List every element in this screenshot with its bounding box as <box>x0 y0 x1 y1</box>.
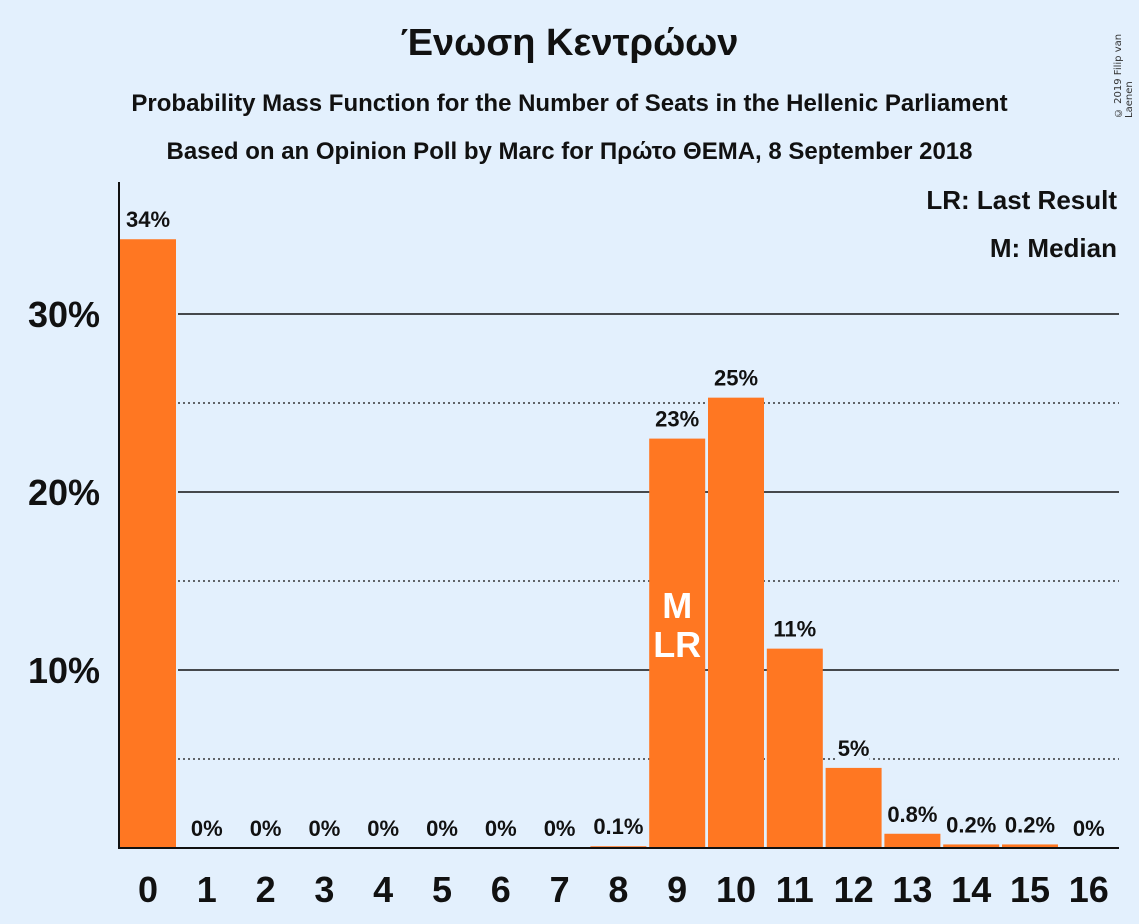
label-backdrop <box>1072 814 1105 842</box>
label-backdrop <box>426 814 458 842</box>
bar-seat-14 <box>943 844 1000 848</box>
label-backdrop <box>943 810 1000 839</box>
data-label: 0% <box>191 816 223 841</box>
data-label: 0.1% <box>593 814 643 839</box>
data-label: 0% <box>367 816 399 841</box>
x-tick-label: 1 <box>197 869 217 910</box>
chart-subtitle-source: Based on an Opinion Poll by Marc for Πρώ… <box>166 138 973 165</box>
bar-seat-13 <box>884 833 941 848</box>
data-label: 0.2% <box>946 812 996 837</box>
label-backdrop <box>308 814 341 842</box>
y-tick-label: 10% <box>28 650 100 691</box>
data-label: 25% <box>714 366 758 391</box>
label-backdrop <box>484 814 517 842</box>
x-tick-label: 16 <box>1069 869 1109 910</box>
bar-seat-11 <box>766 648 823 848</box>
label-backdrop <box>837 733 870 762</box>
label-backdrop <box>714 363 758 392</box>
data-label: 0.8% <box>887 802 937 827</box>
label-backdrop <box>367 814 400 842</box>
label-backdrop <box>772 614 817 643</box>
label-backdrop <box>190 814 223 842</box>
x-tick-label: 10 <box>716 869 756 910</box>
x-tick-label: 3 <box>314 869 334 910</box>
x-tick-label: 7 <box>550 869 570 910</box>
x-tick-label: 11 <box>776 869 814 910</box>
x-tick-label: 6 <box>491 869 511 910</box>
label-backdrop <box>1002 810 1058 839</box>
label-backdrop <box>543 814 576 842</box>
data-label: 0% <box>250 816 282 841</box>
x-tick-label: 9 <box>667 869 687 910</box>
data-label: 11% <box>773 617 816 642</box>
x-tick-label: 2 <box>256 869 276 910</box>
label-backdrop <box>126 205 170 234</box>
data-label: 5% <box>838 736 870 761</box>
axes: 10%20%30%0 1 2 3 4 5 6 7 8 9 10 11 12 13 14 15 16 <box>28 182 1119 910</box>
y-tick-label: 30% <box>28 294 100 335</box>
data-label: 0.2% <box>1005 812 1055 837</box>
data-label: 0% <box>1073 816 1105 841</box>
x-tick-label: 15 <box>1010 869 1050 910</box>
chart-title: Ένωση Κεντρώων <box>400 22 739 64</box>
x-tick-label: 5 <box>432 869 452 910</box>
x-tick-label: 12 <box>834 869 874 910</box>
legend-last-result: LR: Last Result <box>926 185 1117 215</box>
data-label: 0% <box>485 816 517 841</box>
data-label: 0% <box>309 816 341 841</box>
label-backdrop <box>884 799 941 828</box>
bar-seat-9 <box>649 438 706 848</box>
x-tick-label: 8 <box>608 869 628 910</box>
bar-seat-0 <box>120 239 176 849</box>
bar-annotation: LR <box>653 624 701 665</box>
label-backdrop <box>590 812 647 841</box>
x-tick-label: 14 <box>951 869 991 910</box>
data-label: 0% <box>426 816 458 841</box>
legend-median: M: Median <box>990 233 1117 263</box>
bar-seat-12 <box>825 767 882 848</box>
x-tick-label: 4 <box>373 869 393 910</box>
x-tick-label: 13 <box>892 869 932 910</box>
label-backdrop <box>249 814 282 842</box>
label-backdrop <box>655 404 700 433</box>
bar-annotation: M <box>662 585 692 626</box>
gridlines <box>178 313 1119 760</box>
x-tick-label: 0 <box>138 869 158 910</box>
y-tick-label: 20% <box>28 472 100 513</box>
bars: 34% 0% 0% 0% 0% 0% 0% 0% 0.1% 23% 25% 11% 5% 0.8% 0.2%… <box>120 205 1105 849</box>
data-label: 34% <box>126 207 170 232</box>
data-label: 0% <box>544 816 576 841</box>
bar-seat-10 <box>708 397 764 848</box>
data-label: 23% <box>655 407 699 432</box>
chart-subtitle: Probability Mass Function for the Number… <box>131 90 1008 117</box>
bar-seat-15 <box>1002 844 1058 848</box>
